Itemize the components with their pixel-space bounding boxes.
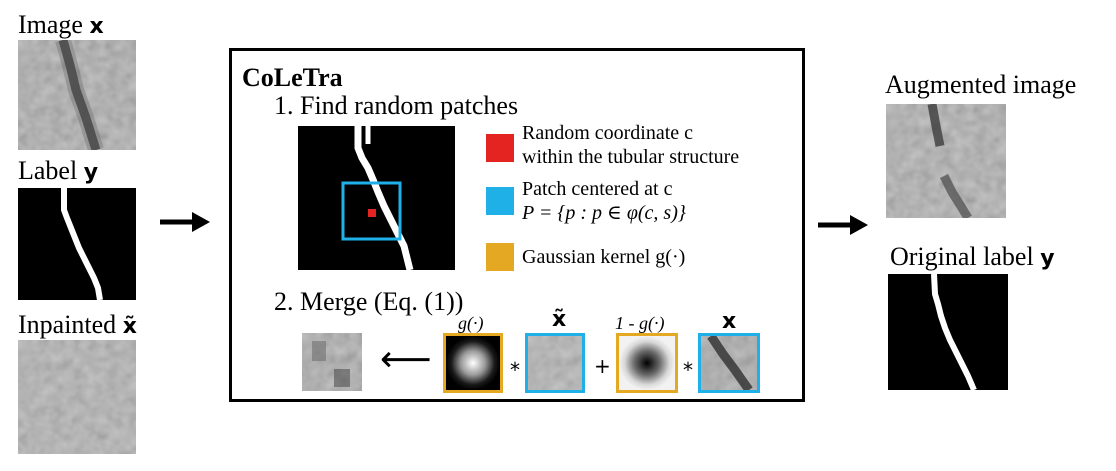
inverse-gaussian-kernel [616, 333, 678, 393]
red-legend: Random coordinate c within the tubular s… [522, 121, 739, 169]
step2-heading: 2. Merge (Eq. (1)) [274, 287, 464, 316]
augmented-image-label: Augmented image [885, 70, 1077, 99]
inpainted-label-text: Inpainted [18, 310, 117, 339]
blue-legend: Patch centered at c P = {p : p ∈ φ(c, s)… [522, 177, 686, 225]
blue-legend-line2: P = {p : p ∈ φ(c, s)} [522, 202, 686, 224]
inpainted-thumbnail [18, 340, 136, 454]
coletra-title: CoLeTra [242, 63, 343, 92]
blue-swatch [486, 187, 514, 215]
image-x-thumbnail [18, 40, 136, 150]
original-label-label: Original label y [890, 244, 1055, 270]
x-label: x [722, 309, 737, 334]
patch-square [341, 181, 402, 241]
image-label: Image x [18, 12, 104, 38]
times-operator-1: * [510, 358, 520, 382]
times-operator-2: * [683, 358, 693, 382]
red-legend-line2: within the tubular structure [522, 146, 740, 168]
label-label: Label y [18, 158, 98, 184]
yellow-swatch [486, 243, 514, 271]
red-swatch-fill [486, 134, 514, 162]
red-swatch [486, 134, 514, 162]
label-y-thumbnail [18, 188, 136, 300]
augmented-image-thumbnail [886, 104, 1006, 218]
one-minus-g-label: 1 - g(·) [615, 313, 665, 333]
g-label: g(·) [458, 313, 484, 333]
gaussian-kernel [443, 333, 503, 393]
red-legend-line1: Random coordinate c [522, 122, 694, 144]
label-label-text: Label [18, 156, 78, 185]
merged-patch [302, 333, 362, 391]
original-label-text: Original label [890, 242, 1034, 271]
inpainted-symbol: x̃ [122, 314, 137, 339]
yellow-legend: Gaussian kernel g(·) [522, 246, 686, 268]
label-patch-image [298, 126, 455, 270]
yellow-swatch-fill [486, 243, 514, 271]
original-label-symbol: y [1040, 246, 1055, 271]
arrow-right-icon-2 [818, 215, 868, 235]
image-symbol: x [89, 14, 104, 39]
blue-legend-line1: Patch centered at c [522, 178, 673, 200]
plus-operator: + [594, 354, 611, 378]
xtilde-label: x̃ [552, 307, 567, 332]
inpainted-label: Inpainted x̃ [18, 312, 137, 338]
step1-heading: 1. Find random patches [274, 91, 519, 120]
arrow-right-icon [160, 212, 210, 232]
label-symbol: y [83, 160, 99, 185]
random-coordinate-marker [368, 209, 376, 217]
merge-arrow-icon: ⟵ [380, 339, 432, 380]
blue-swatch-fill [486, 187, 514, 215]
coletra-box: CoLeTra 1. Find random patches Random co… [229, 48, 805, 402]
image-patch [698, 333, 760, 393]
inpainted-patch [525, 333, 585, 393]
original-label-thumbnail [888, 274, 1008, 390]
image-label-text: Image [18, 10, 83, 39]
